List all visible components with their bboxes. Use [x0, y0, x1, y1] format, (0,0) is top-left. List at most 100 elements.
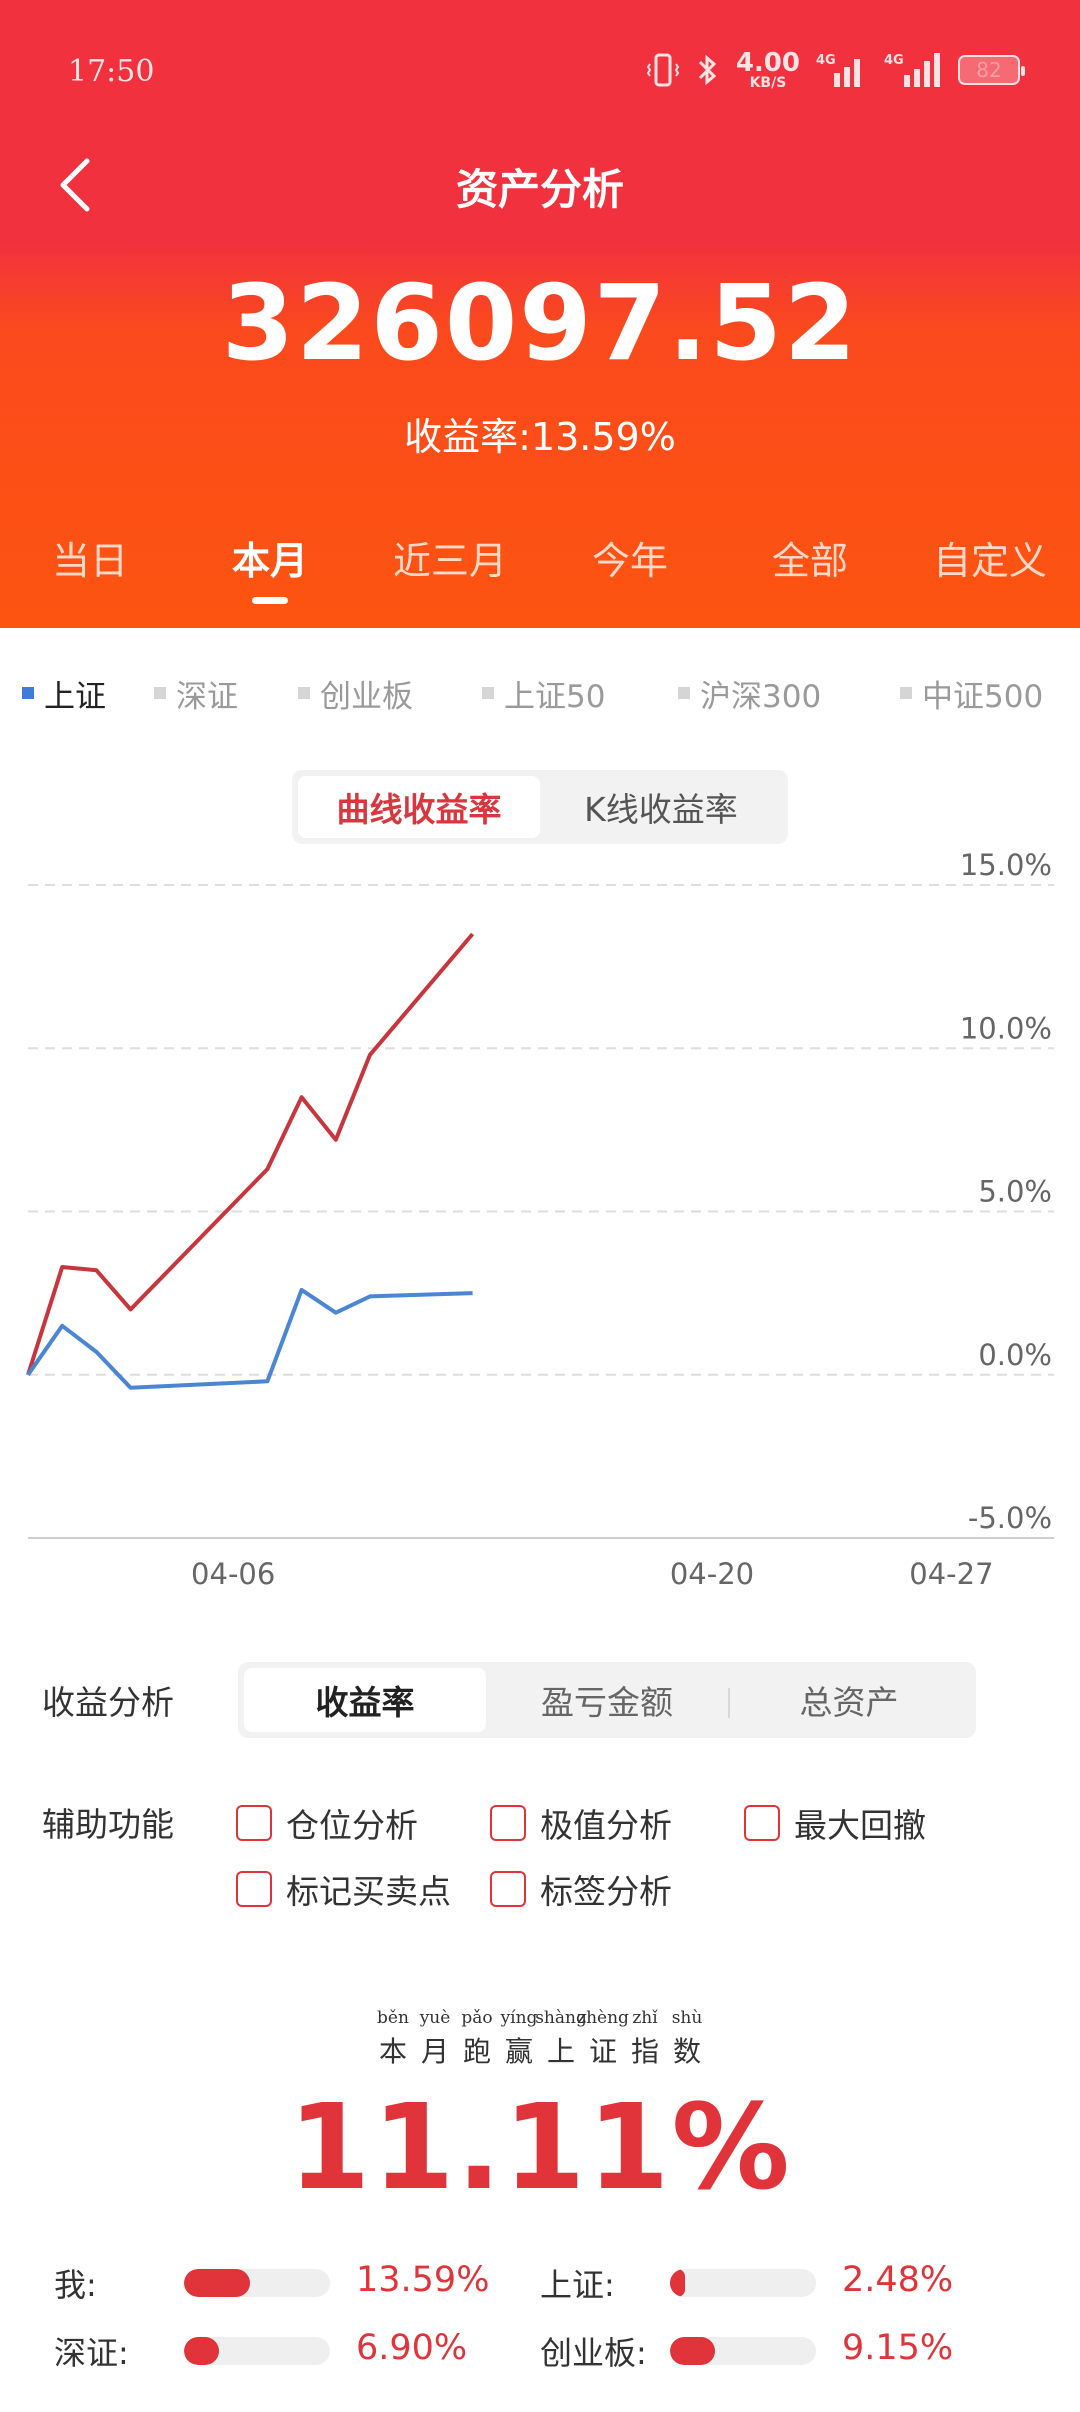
- comparison-bar-fill: [670, 2337, 716, 2365]
- comparison-row: 我:: [54, 2258, 97, 2308]
- checkbox-icon[interactable]: [236, 1805, 272, 1841]
- period-tab[interactable]: 全部: [771, 539, 848, 583]
- pinyin-text: shù: [671, 2008, 703, 2028]
- hanzi-text: 数: [672, 2035, 701, 2068]
- hanzi-text: 证: [588, 2035, 617, 2068]
- net-label-1: 4G: [816, 53, 836, 68]
- index-legend: 上证 深证 创业板 上证50 沪深300 中证500: [0, 668, 1080, 718]
- checkbox-icon[interactable]: [744, 1805, 780, 1841]
- analysis-option[interactable]: 总资产: [728, 1668, 970, 1732]
- index-option[interactable]: 沪深300: [678, 668, 821, 718]
- y-tick-label: -5.0%: [968, 1501, 1052, 1535]
- aux-checkbox[interactable]: 最大回撤: [744, 1798, 926, 1848]
- hanzi-text: 指: [630, 2035, 659, 2068]
- period-tab[interactable]: 本月: [180, 520, 360, 610]
- aux-checkbox[interactable]: 标签分析: [490, 1864, 672, 1914]
- status-time: 17:50: [68, 54, 155, 89]
- series-line-index: [26, 1287, 473, 1390]
- analysis-segment: 收益率 盈亏金额 总资产: [238, 1662, 976, 1738]
- yield-rate: 收益率:13.59%: [404, 415, 676, 459]
- comparison-bar: [184, 2337, 330, 2365]
- pinyin-text: shàng: [535, 2008, 587, 2028]
- pinyin-char: yíng 赢: [500, 2008, 538, 2070]
- yield-chart-svg: 15.0% 10.0% 5.0% 0.0% -5.0% 04-06 04-20 04-27: [26, 848, 1054, 1591]
- aux-checkbox-label: 极值分析: [540, 1806, 672, 1845]
- outperform-caption: běn 本 yuè 月 pǎo 跑 yíng 赢 shàng 上 zhèng 证 zhǐ 指 shù 数: [0, 2008, 1080, 2070]
- aux-checkbox[interactable]: 仓位分析: [236, 1798, 418, 1848]
- y-tick-label: 0.0%: [978, 1338, 1052, 1372]
- chevron-left-icon: [60, 158, 90, 212]
- kline-yield-tab[interactable]: K线收益率: [584, 790, 738, 829]
- hanzi-text: 跑: [462, 2035, 491, 2068]
- aux-checkbox[interactable]: 标记买卖点: [236, 1864, 451, 1914]
- pinyin-char: shàng 上: [535, 2008, 587, 2070]
- net-label-2: 4G: [884, 53, 904, 68]
- x-tick-label: 04-27: [909, 1557, 993, 1591]
- index-option[interactable]: 中证500: [900, 668, 1043, 718]
- legend-square-icon: [298, 687, 310, 699]
- yield-chart: 15.0% 10.0% 5.0% 0.0% -5.0% 04-06 04-20 04-27: [0, 840, 1080, 1610]
- period-tab[interactable]: 近三月: [392, 539, 507, 583]
- y-tick-label: 10.0%: [960, 1011, 1052, 1045]
- index-option[interactable]: 创业板: [298, 668, 413, 718]
- checkbox-icon[interactable]: [490, 1805, 526, 1841]
- comparison-row: 深证:: [54, 2326, 129, 2376]
- comparison-bar-fill: [670, 2269, 685, 2297]
- period-tab[interactable]: 当日: [51, 539, 128, 583]
- curve-yield-tab[interactable]: 曲线收益率: [298, 776, 540, 838]
- pinyin-text: zhǐ: [632, 2008, 658, 2028]
- index-option-label: 沪深300: [700, 678, 822, 715]
- aux-checkbox[interactable]: 极值分析: [490, 1798, 672, 1848]
- hanzi-text: 本: [378, 2035, 407, 2068]
- pinyin-char: zhǐ 指: [627, 2008, 663, 2070]
- pinyin-text: yuè: [419, 2008, 451, 2028]
- pinyin-char: yuè 月: [417, 2008, 453, 2070]
- y-tick-label: 5.0%: [978, 1175, 1052, 1209]
- checkbox-icon[interactable]: [236, 1871, 272, 1907]
- period-tab[interactable]: 自定义: [932, 539, 1047, 583]
- period-tab[interactable]: 今年: [591, 539, 668, 583]
- index-option-label: 深证: [176, 678, 238, 715]
- back-button[interactable]: [40, 150, 110, 220]
- outperform-value: 11.11%: [288, 2078, 792, 2216]
- checkbox-icon[interactable]: [490, 1871, 526, 1907]
- comparison-bar-fill: [184, 2337, 220, 2365]
- signal-icon: 4G: [816, 51, 868, 89]
- comparison-bar-fill: [184, 2269, 250, 2297]
- chart-type-toggle: 曲线收益率 K线收益率: [292, 770, 788, 844]
- pinyin-text: běn: [377, 2008, 409, 2028]
- pinyin-text: yíng: [500, 2008, 538, 2028]
- legend-square-icon: [900, 687, 912, 699]
- x-tick-label: 04-06: [191, 1557, 275, 1591]
- total-assets: 326097.52: [221, 262, 859, 384]
- comparison-row: 创业板:: [540, 2326, 647, 2376]
- vibrate-icon: [646, 52, 680, 88]
- index-option-label: 创业板: [320, 678, 413, 715]
- pinyin-char: pǎo 跑: [459, 2008, 495, 2070]
- aux-label: 辅助功能: [42, 1805, 174, 1844]
- net-speed: 4.00 KB/S: [736, 50, 800, 90]
- comparison-value: 13.59%: [356, 2260, 490, 2300]
- index-option[interactable]: 深证: [154, 668, 238, 718]
- aux-checkbox-label: 最大回撤: [794, 1806, 926, 1845]
- hanzi-text: 月: [420, 2035, 449, 2068]
- legend-square-icon: [22, 687, 34, 699]
- index-option[interactable]: 上证: [22, 668, 106, 718]
- comparison-bar: [670, 2269, 816, 2297]
- hanzi-text: 上: [546, 2035, 575, 2068]
- comparison-bar: [670, 2337, 816, 2365]
- index-option[interactable]: 上证50: [482, 668, 605, 718]
- analysis-option[interactable]: 盈亏金额: [541, 1683, 673, 1722]
- page-title: 资产分析: [455, 165, 624, 214]
- analysis-option[interactable]: 收益率: [244, 1668, 486, 1732]
- status-bar: 17:50 4.00 KB/S 4G 4G 82: [0, 0, 1080, 140]
- pinyin-char: běn 本: [375, 2008, 411, 2070]
- nav-bar: 资产分析: [0, 130, 1080, 240]
- index-option-label: 上证50: [504, 678, 606, 715]
- x-tick-label: 04-20: [670, 1557, 754, 1591]
- aux-checkbox-label: 仓位分析: [286, 1806, 418, 1845]
- comparison-label: 上证:: [540, 2266, 615, 2304]
- comparison-label: 我:: [54, 2266, 97, 2304]
- comparison-label: 深证:: [54, 2334, 129, 2372]
- comparison-value: 6.90%: [356, 2328, 468, 2368]
